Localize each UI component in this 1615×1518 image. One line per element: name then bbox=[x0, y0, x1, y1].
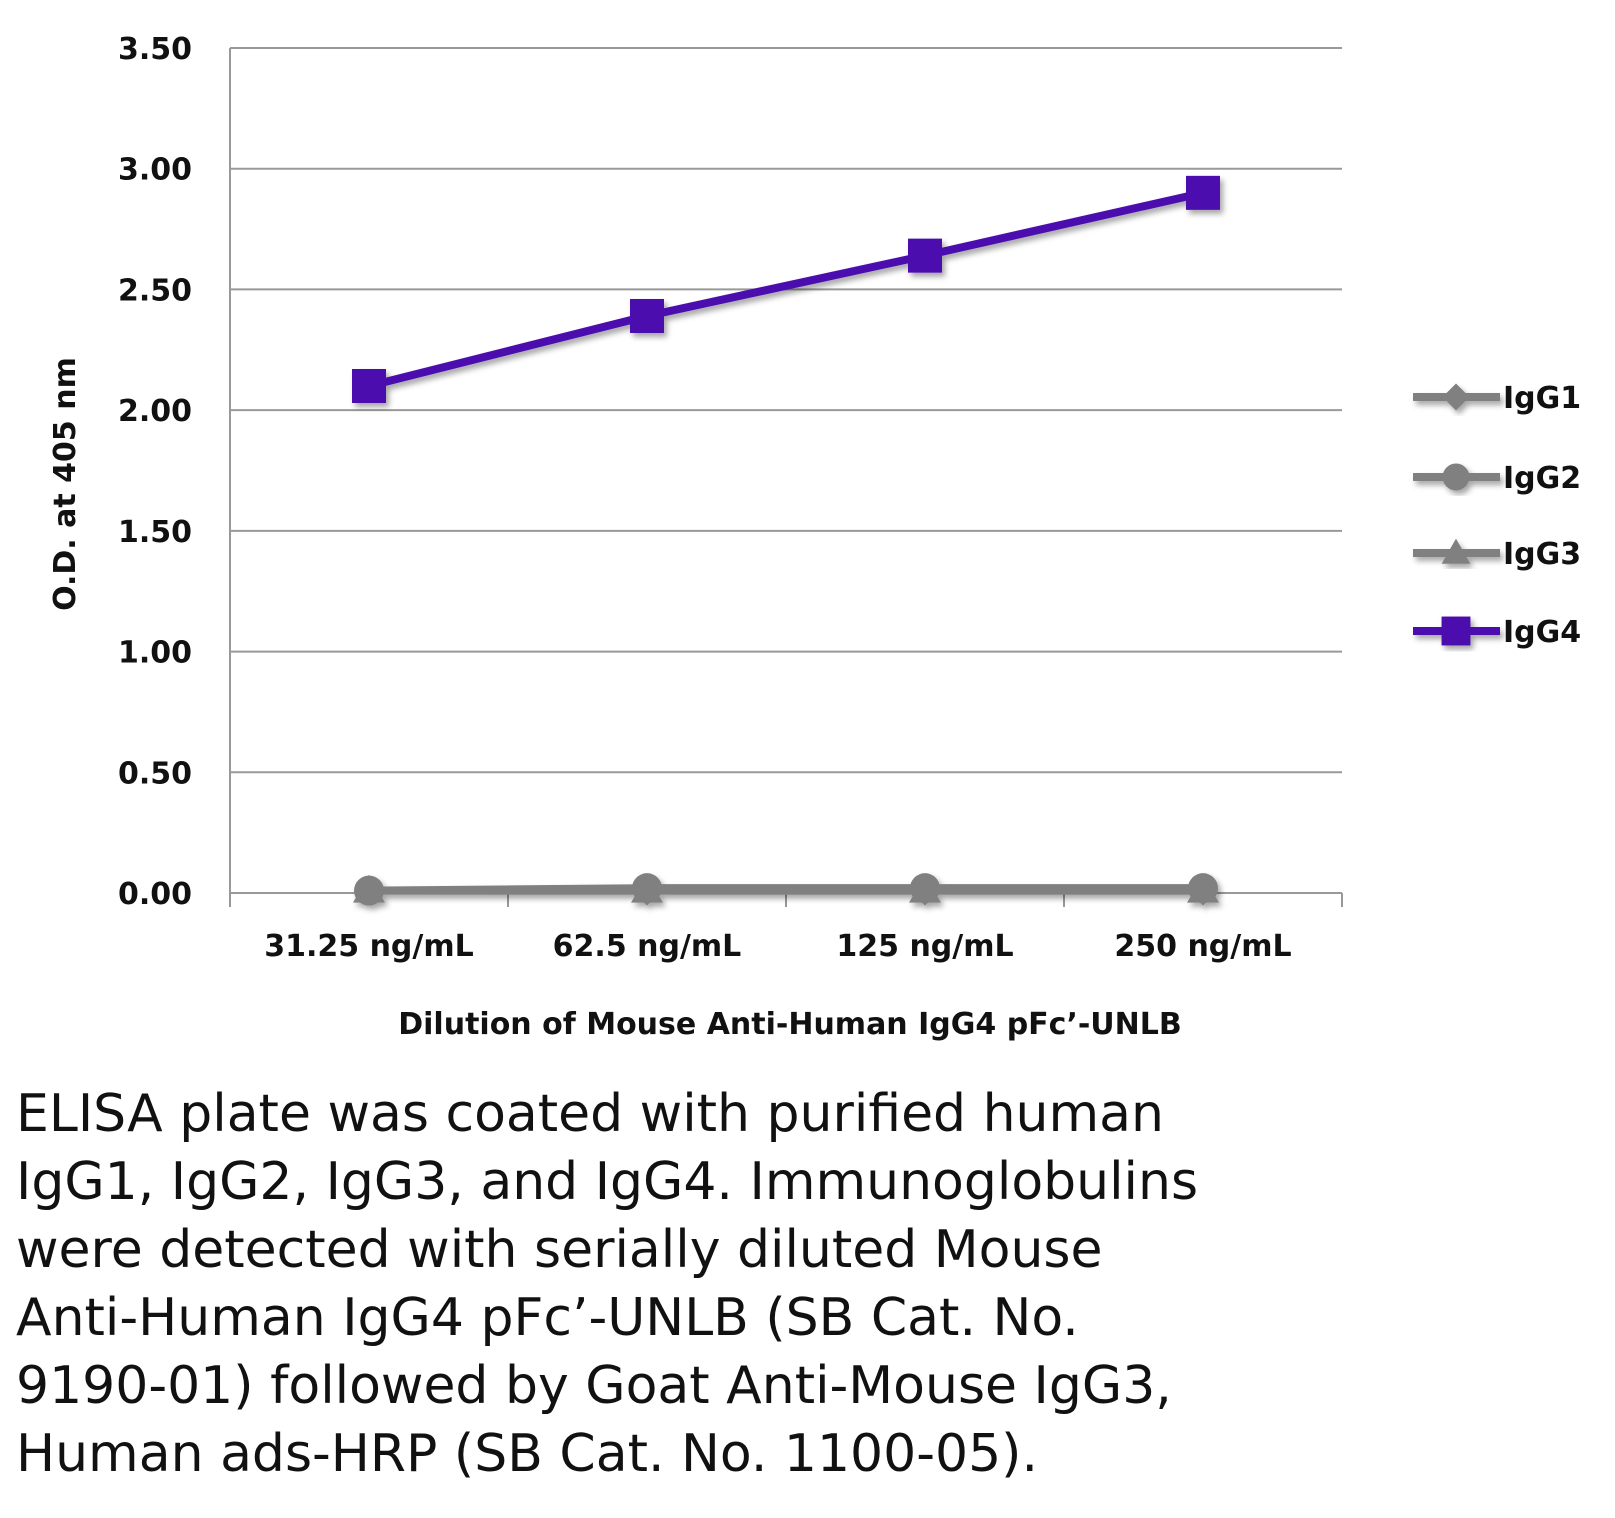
axes bbox=[229, 48, 1343, 907]
y-tick-label: 0.50 bbox=[118, 756, 192, 791]
x-tick-label: 250 ng/mL bbox=[1114, 929, 1291, 964]
legend-label: IgG2 bbox=[1503, 461, 1581, 496]
x-axis-title: Dilution of Mouse Anti-Human IgG4 pFc’-U… bbox=[398, 1007, 1182, 1042]
data-point-igg3 bbox=[1187, 874, 1219, 903]
elisa-line-chart: 0.00 0.50 1.00 1.50 2.00 2.50 3.00 3.50 31.25 n… bbox=[48, 32, 1581, 1042]
data-point-igg4 bbox=[630, 298, 664, 333]
legend-item-igg2 bbox=[1413, 463, 1500, 491]
x-tick-label: 62.5 ng/mL bbox=[553, 929, 742, 964]
x-tick-label: 31.25 ng/mL bbox=[264, 929, 474, 964]
data-point-igg4 bbox=[352, 369, 386, 403]
legend-marker-icon bbox=[1442, 463, 1470, 491]
figure-caption: ELISA plate was coated with purified hum… bbox=[16, 1084, 1199, 1484]
series-line-igg4 bbox=[368, 188, 1204, 390]
legend-item-igg1 bbox=[1413, 383, 1500, 411]
y-tick-label: 1.50 bbox=[118, 515, 192, 550]
x-tick-label: 125 ng/mL bbox=[836, 929, 1013, 964]
data-point-igg4 bbox=[1186, 175, 1220, 210]
x-tick-labels: 31.25 ng/mL 62.5 ng/mL 125 ng/mL 250 ng/mL bbox=[264, 929, 1291, 964]
y-tick-label: 3.50 bbox=[118, 32, 192, 67]
legend-label: IgG1 bbox=[1503, 381, 1581, 416]
legend-item-igg4 bbox=[1413, 616, 1500, 646]
gridlines bbox=[230, 47, 1342, 894]
y-tick-label: 1.00 bbox=[118, 636, 192, 671]
y-tick-labels: 0.00 0.50 1.00 1.50 2.00 2.50 3.00 3.50 bbox=[118, 32, 192, 912]
legend-label: IgG4 bbox=[1503, 615, 1581, 650]
data-point-igg4 bbox=[908, 238, 942, 273]
y-tick-label: 3.00 bbox=[118, 153, 192, 188]
y-tick-label: 0.00 bbox=[118, 877, 192, 912]
legend-marker-icon bbox=[1441, 538, 1471, 564]
legend-label: IgG3 bbox=[1503, 537, 1581, 572]
data-point-igg3 bbox=[631, 874, 663, 903]
y-tick-label: 2.50 bbox=[118, 273, 192, 308]
data-point-igg3 bbox=[353, 874, 385, 903]
series-group bbox=[352, 175, 1220, 906]
legend-marker-icon bbox=[1442, 383, 1470, 411]
y-tick-label: 2.00 bbox=[118, 394, 192, 429]
data-point-igg3 bbox=[909, 874, 941, 903]
legend: IgG1 IgG2 IgG3 IgG4 bbox=[1413, 381, 1581, 650]
legend-item-igg3 bbox=[1413, 538, 1500, 564]
legend-marker-icon bbox=[1441, 616, 1471, 646]
y-axis-title: O.D. at 405 nm bbox=[48, 357, 83, 611]
